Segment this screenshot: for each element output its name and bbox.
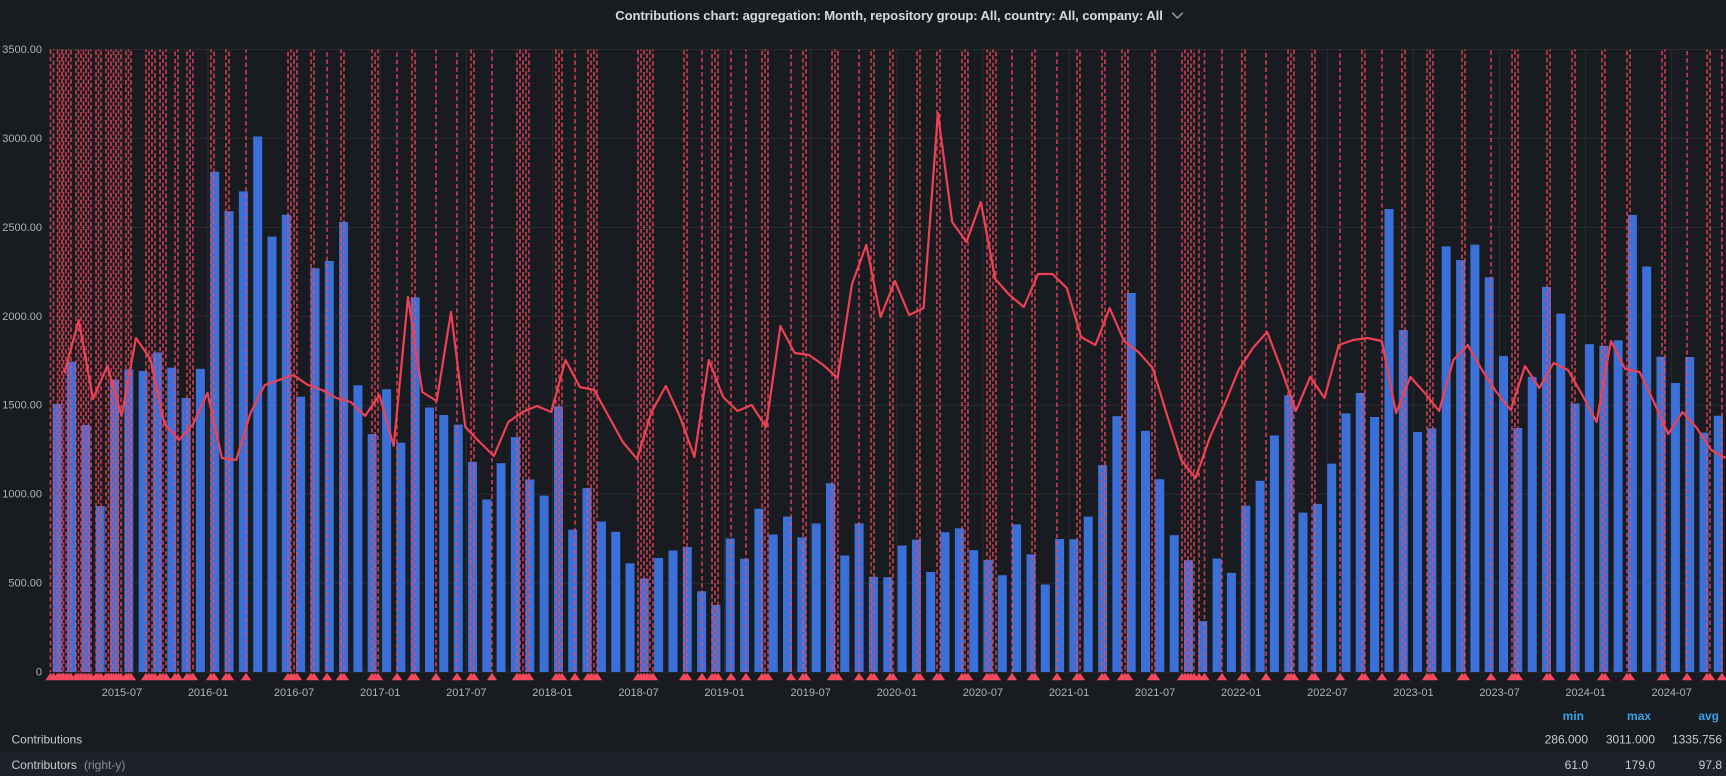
svg-text:2017-07: 2017-07 (446, 687, 486, 699)
svg-text:1500.00: 1500.00 (2, 400, 42, 412)
svg-text:0: 0 (36, 667, 42, 679)
svg-text:179.0: 179.0 (1625, 758, 1655, 772)
svg-text:2018-01: 2018-01 (532, 687, 572, 699)
svg-text:2016-01: 2016-01 (188, 687, 228, 699)
svg-text:61.0: 61.0 (1565, 758, 1589, 772)
svg-text:2016-07: 2016-07 (274, 687, 314, 699)
svg-text:2000.00: 2000.00 (2, 311, 42, 323)
svg-text:3011.000: 3011.000 (1606, 733, 1655, 747)
svg-text:2018-07: 2018-07 (618, 687, 658, 699)
svg-text:97.8: 97.8 (1699, 758, 1723, 772)
svg-text:avg: avg (1698, 709, 1719, 723)
svg-text:3000.00: 3000.00 (2, 133, 42, 145)
svg-text:2019-07: 2019-07 (791, 687, 831, 699)
svg-text:2017-01: 2017-01 (360, 687, 400, 699)
svg-text:max: max (1627, 709, 1651, 723)
svg-text:2020-07: 2020-07 (963, 687, 1003, 699)
svg-text:2022-01: 2022-01 (1221, 687, 1261, 699)
svg-text:2020-01: 2020-01 (877, 687, 917, 699)
svg-text:500.00: 500.00 (8, 578, 42, 590)
svg-text:2024-07: 2024-07 (1652, 687, 1692, 699)
svg-text:2500.00: 2500.00 (2, 222, 42, 234)
svg-text:286.000: 286.000 (1545, 733, 1589, 747)
svg-text:Contributions chart: aggregati: Contributions chart: aggregation: Month,… (615, 8, 1162, 23)
svg-text:Contributors: Contributors (12, 758, 77, 772)
svg-text:3500.00: 3500.00 (2, 44, 42, 56)
svg-text:(right-y): (right-y) (84, 758, 125, 772)
svg-text:2023-01: 2023-01 (1393, 687, 1433, 699)
svg-text:2015-07: 2015-07 (102, 687, 142, 699)
svg-text:2019-01: 2019-01 (704, 687, 744, 699)
svg-text:2023-07: 2023-07 (1479, 687, 1519, 699)
svg-text:2024-01: 2024-01 (1565, 687, 1605, 699)
svg-text:1335.756: 1335.756 (1672, 733, 1722, 747)
svg-text:2022-07: 2022-07 (1307, 687, 1347, 699)
svg-text:1000.00: 1000.00 (2, 489, 42, 501)
svg-text:min: min (1563, 709, 1584, 723)
svg-text:2021-07: 2021-07 (1135, 687, 1175, 699)
svg-text:Contributions: Contributions (12, 733, 83, 747)
svg-text:2021-01: 2021-01 (1049, 687, 1089, 699)
